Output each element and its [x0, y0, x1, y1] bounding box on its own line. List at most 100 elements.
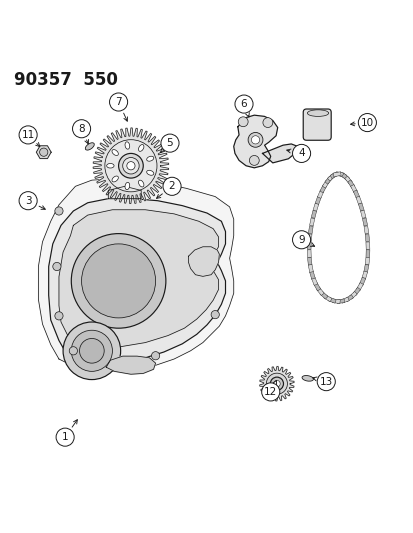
Ellipse shape [138, 144, 144, 151]
Circle shape [118, 154, 143, 178]
Polygon shape [332, 172, 340, 177]
Polygon shape [364, 234, 369, 241]
Polygon shape [108, 187, 141, 199]
FancyBboxPatch shape [302, 109, 330, 140]
Circle shape [63, 322, 120, 379]
Polygon shape [363, 264, 368, 272]
Polygon shape [356, 282, 363, 291]
Polygon shape [319, 184, 326, 193]
Polygon shape [36, 146, 51, 159]
Polygon shape [306, 242, 311, 249]
Text: 12: 12 [263, 387, 277, 397]
Circle shape [273, 381, 280, 387]
Circle shape [55, 312, 63, 320]
Ellipse shape [85, 143, 94, 150]
Ellipse shape [146, 171, 154, 175]
Text: 13: 13 [319, 377, 332, 386]
Polygon shape [344, 295, 353, 302]
Polygon shape [316, 287, 323, 295]
Circle shape [19, 192, 37, 210]
Polygon shape [38, 178, 233, 372]
Polygon shape [309, 271, 314, 279]
Ellipse shape [112, 150, 118, 156]
Polygon shape [363, 226, 368, 233]
Polygon shape [347, 180, 354, 188]
Polygon shape [365, 242, 369, 249]
Polygon shape [327, 297, 335, 303]
Circle shape [81, 244, 155, 318]
Polygon shape [322, 180, 329, 188]
Polygon shape [330, 172, 338, 179]
Polygon shape [314, 196, 320, 205]
Polygon shape [364, 257, 369, 265]
Polygon shape [312, 203, 318, 211]
Polygon shape [106, 356, 155, 374]
Ellipse shape [107, 164, 114, 168]
Polygon shape [358, 203, 363, 211]
Circle shape [163, 177, 180, 196]
Polygon shape [361, 271, 367, 279]
Polygon shape [308, 264, 313, 272]
Polygon shape [308, 226, 312, 233]
Ellipse shape [306, 110, 328, 116]
Circle shape [266, 373, 287, 394]
Polygon shape [332, 299, 339, 303]
Circle shape [72, 120, 90, 138]
Polygon shape [360, 210, 365, 219]
Circle shape [237, 117, 247, 127]
Polygon shape [350, 184, 356, 193]
Polygon shape [233, 115, 277, 168]
Polygon shape [262, 144, 297, 163]
Polygon shape [338, 172, 346, 179]
Polygon shape [348, 292, 356, 299]
Polygon shape [336, 299, 344, 303]
Polygon shape [311, 210, 316, 219]
Circle shape [316, 373, 335, 391]
Polygon shape [317, 190, 323, 198]
Polygon shape [327, 173, 335, 181]
Polygon shape [323, 295, 331, 302]
Text: 7: 7 [115, 97, 121, 107]
Circle shape [292, 231, 310, 249]
Circle shape [122, 158, 139, 174]
Polygon shape [344, 176, 351, 184]
Circle shape [104, 140, 157, 192]
Polygon shape [309, 218, 314, 226]
Circle shape [270, 377, 283, 390]
Circle shape [292, 144, 310, 163]
Circle shape [55, 207, 63, 215]
Polygon shape [313, 282, 320, 291]
Circle shape [251, 136, 259, 144]
Circle shape [79, 338, 104, 363]
Polygon shape [259, 366, 293, 401]
Ellipse shape [125, 182, 129, 190]
Text: 5: 5 [166, 138, 173, 148]
Text: 8: 8 [78, 124, 85, 134]
Circle shape [161, 134, 178, 152]
Text: 1: 1 [62, 432, 68, 442]
Polygon shape [358, 277, 365, 285]
Polygon shape [341, 173, 349, 181]
Ellipse shape [138, 180, 144, 187]
Circle shape [56, 428, 74, 446]
Ellipse shape [112, 176, 118, 182]
Circle shape [40, 148, 48, 156]
Polygon shape [307, 257, 311, 265]
Ellipse shape [125, 142, 129, 149]
Polygon shape [307, 234, 311, 241]
Text: 3: 3 [25, 196, 31, 206]
Polygon shape [352, 287, 360, 295]
Circle shape [247, 132, 262, 147]
Polygon shape [93, 128, 169, 204]
Text: 2: 2 [169, 181, 175, 191]
Polygon shape [319, 292, 327, 299]
Text: 4: 4 [297, 148, 304, 158]
Text: 6: 6 [240, 99, 247, 109]
Polygon shape [311, 277, 317, 285]
Circle shape [69, 346, 77, 355]
Polygon shape [59, 210, 218, 346]
Polygon shape [355, 196, 361, 205]
Polygon shape [353, 190, 359, 198]
Circle shape [151, 352, 159, 360]
Circle shape [235, 95, 252, 113]
